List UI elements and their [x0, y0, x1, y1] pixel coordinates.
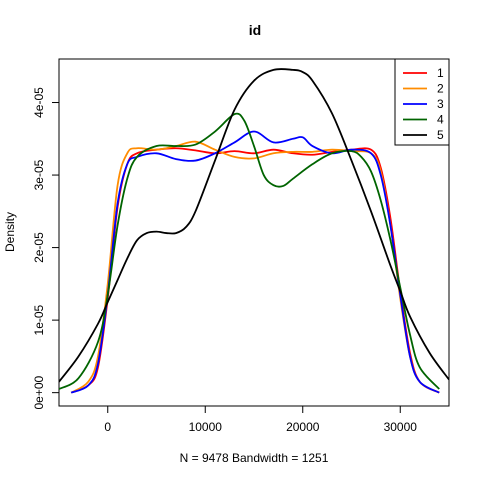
y-tick-label: 4e-05	[32, 87, 46, 118]
legend-label-4: 4	[437, 113, 444, 127]
y-axis-label: Density	[3, 212, 17, 252]
plot-frame	[58, 58, 450, 407]
y-tick-label: 3e-05	[32, 159, 46, 190]
series-line-5	[59, 68, 449, 383]
x-tick-label: 20000	[286, 420, 320, 434]
x-axis-label: N = 9478 Bandwidth = 1251	[180, 451, 329, 465]
x-tick-label: 30000	[384, 420, 418, 434]
series-lines	[59, 68, 449, 394]
x-tick-label: 0	[104, 420, 111, 434]
x-tick-label: 10000	[189, 420, 223, 434]
series-line-3	[70, 130, 440, 394]
chart-title: id	[249, 22, 261, 38]
y-tick-label: 2e-05	[32, 232, 46, 263]
legend-label-2: 2	[437, 82, 444, 96]
y-tick-label: 1e-05	[32, 304, 46, 335]
legend-label-3: 3	[437, 97, 444, 111]
series-line-4	[59, 112, 440, 390]
legend-label-5: 5	[437, 128, 444, 142]
x-axis: 0 10000 20000 30000	[104, 406, 417, 434]
legend-label-1: 1	[437, 66, 444, 80]
y-tick-label: 0e+00	[32, 375, 46, 409]
y-axis: 0e+00 1e-05 2e-05 3e-05 4e-05	[32, 87, 59, 410]
legend: 1 23 45	[394, 58, 450, 146]
